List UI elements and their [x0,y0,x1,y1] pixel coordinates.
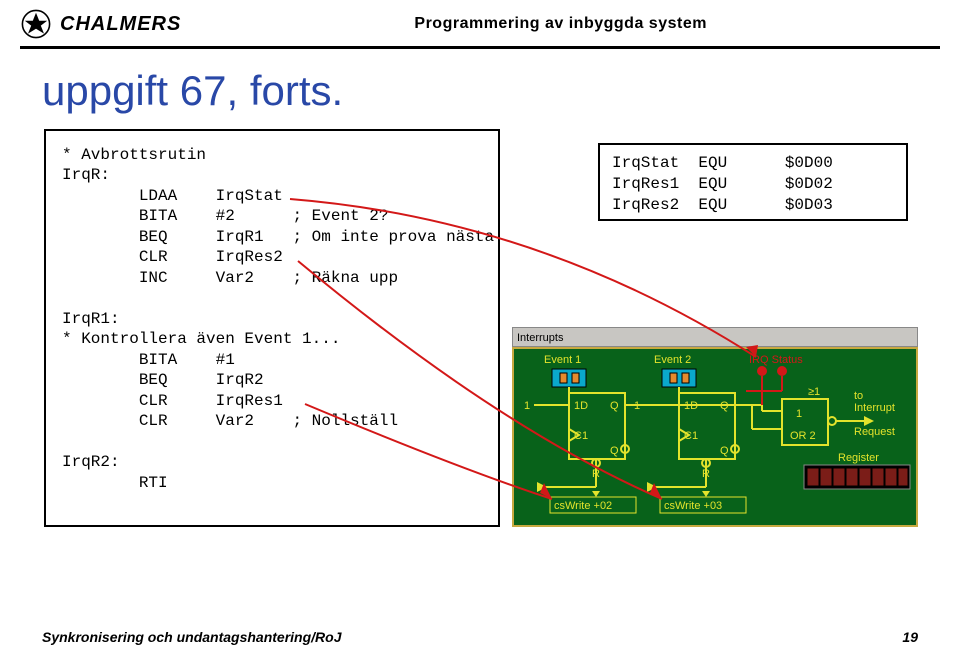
footer-page-number: 19 [902,629,918,645]
page-title: uppgift 67, forts. [42,67,960,115]
equ-line: IrqRes1 EQU $0D02 [612,175,833,193]
equ-line: IrqStat EQU $0D00 [612,154,833,172]
equ-line: IrqRes2 EQU $0D03 [612,196,833,214]
register-label: Register [838,452,879,464]
code-line: * Avbrottsrutin [62,146,206,164]
svg-text:1: 1 [524,400,530,412]
code-line: CLR Var2 ; Nollställ [62,412,398,430]
irq-status-label: IRQ Status [749,354,803,366]
cswrite2-label: csWrite +03 [664,500,722,512]
status-bit-1 [777,366,787,376]
status-bit-0 [757,366,767,376]
svg-text:1: 1 [796,408,802,420]
code-line: IrqR1: [62,310,120,328]
code-line: BITA #2 ; Event 2? [62,207,388,225]
code-line: IrqR: [62,166,110,184]
header-divider [20,46,940,49]
to-irq-label-1: to [854,390,863,402]
svg-text:1D: 1D [574,400,588,412]
chalmers-brand: CHALMERS [60,13,181,36]
svg-text:Q: Q [610,400,619,412]
to-irq-label-2: Interrupt [854,402,895,414]
event1-button[interactable] [552,369,586,387]
cswrite1-label: csWrite +02 [554,500,612,512]
code-line: BEQ IrqR1 ; Om inte prova nästa [62,228,494,246]
code-line: IrqR2: [62,453,120,471]
code-listing: * Avbrottsrutin IrqR: LDAA IrqStat BITA … [44,129,500,527]
course-title: Programmering av inbyggda system [181,15,940,33]
svg-text:Q: Q [720,445,729,457]
code-line: BEQ IrqR2 [62,371,264,389]
svg-text:≥1: ≥1 [808,386,820,398]
svg-text:Request: Request [854,426,895,438]
chalmers-logo [20,8,52,40]
event2-label: Event 2 [654,354,691,366]
svg-text:OR 2: OR 2 [790,430,816,442]
circuit-window-title: Interrupts [512,327,918,347]
code-line: RTI [62,474,168,492]
code-line: * Kontrollera även Event 1... [62,330,340,348]
code-line: INC Var2 ; Räkna upp [62,269,398,287]
circuit-diagram: Interrupts Event 1 Event 2 IRQ Status 1 [512,327,918,527]
event2-button[interactable] [662,369,696,387]
code-line: CLR IrqRes1 [62,392,283,410]
code-line: LDAA IrqStat [62,187,283,205]
svg-text:Q: Q [610,445,619,457]
event1-label: Event 1 [544,354,581,366]
equ-table: IrqStat EQU $0D00 IrqRes1 EQU $0D02 IrqR… [598,143,908,221]
code-line: BITA #1 [62,351,235,369]
code-line: CLR IrqRes2 [62,248,283,266]
footer-left: Synkronisering och undantagshantering/Ro… [42,629,341,645]
